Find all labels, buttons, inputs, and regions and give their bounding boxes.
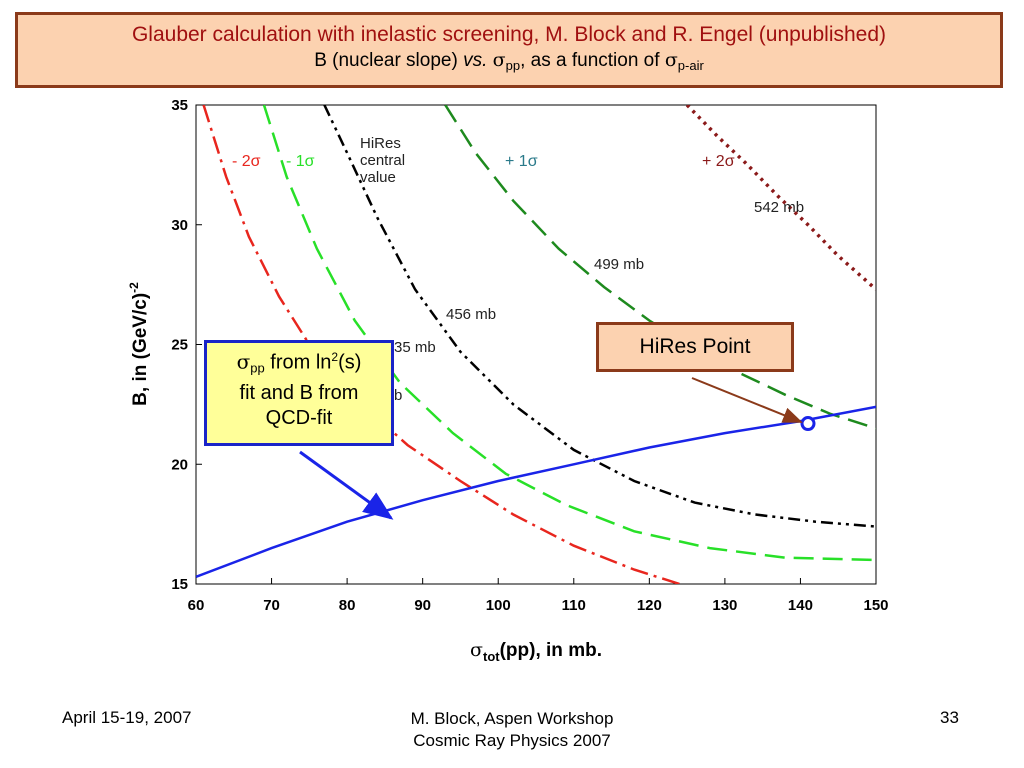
subtitle-prefix: B (nuclear slope)	[314, 50, 464, 71]
page-number: 33	[940, 708, 959, 727]
subtitle-sub-pp: pp	[505, 58, 521, 73]
fit-callout: σpp from ln2(s) fit and B from QCD-fit	[204, 340, 394, 446]
fit-text1: from ln	[264, 351, 332, 374]
fit-sub: pp	[250, 360, 265, 376]
label-partial-b: b	[394, 387, 402, 404]
footer-center: M. Block, Aspen Workshop Cosmic Ray Phys…	[362, 708, 662, 752]
slide-title: Glauber calculation with inelastic scree…	[131, 23, 887, 46]
subtitle-vs: vs.	[463, 50, 488, 71]
fit-callout-line2: fit and B from	[239, 381, 359, 404]
slide-subtitle: B (nuclear slope) vs. σpp, as a function…	[18, 49, 1000, 73]
x-tick-label: 140	[788, 597, 813, 614]
fit-arrow	[299, 450, 394, 520]
y-tick-label: 35	[171, 97, 188, 114]
x-tick-label: 120	[637, 597, 662, 614]
x-tick-label: 150	[863, 597, 888, 614]
label-499: 499 mb	[594, 256, 644, 273]
label-partial-435: 35 mb	[394, 339, 436, 356]
series-line	[196, 405, 876, 578]
x-tick-label: 130	[712, 597, 737, 614]
y-axis-label: B, in (GeV/c)-2	[127, 282, 151, 406]
series-line	[262, 105, 876, 562]
y-tick-label: 20	[171, 456, 188, 473]
series-line	[444, 105, 876, 430]
chart-frame	[195, 104, 877, 585]
hires-arrow	[691, 377, 803, 423]
footer-center-line1: M. Block, Aspen Workshop	[410, 709, 614, 728]
series-name-minus2: - 2σ	[232, 153, 261, 170]
series-name-central: HiRes central value	[360, 135, 405, 186]
y-tick-label: 25	[171, 337, 188, 354]
fit-text2: (s)	[338, 351, 362, 374]
hires-point-marker	[800, 416, 816, 432]
hires-point-callout: HiRes Point	[596, 322, 794, 372]
fit-sigma: σ	[236, 349, 251, 374]
chart-labels: 60 70 80 90 100 110 120 130 140 150 15 20 25 30 35 σtot…	[127, 97, 889, 664]
title-box: Glauber calculation with inelastic scree…	[15, 12, 1003, 88]
fit-sup: 2	[331, 350, 339, 364]
subtitle-mid: , as a function of	[520, 50, 665, 71]
subtitle-sub-pair: p-air	[677, 58, 704, 73]
x-tick-label: 110	[562, 597, 586, 614]
series-line	[685, 105, 876, 291]
fit-callout-line1: σpp from ln2(s)	[207, 345, 391, 381]
label-456: 456 mb	[446, 306, 496, 323]
x-tick-label: 90	[414, 597, 431, 614]
y-tick-label: 15	[171, 576, 188, 593]
label-542: 542 mb	[754, 199, 804, 216]
x-tick-label: 70	[263, 597, 280, 614]
x-tick-label: 60	[188, 597, 205, 614]
footer-date: April 15-19, 2007	[62, 708, 192, 727]
series-line	[323, 105, 876, 528]
subtitle-sigma: σ	[492, 49, 506, 71]
series-name-plus2: + 2σ	[702, 153, 735, 170]
chart-series	[196, 105, 876, 584]
series-name-plus1: + 1σ	[505, 153, 538, 170]
fit-callout-line3: QCD-fit	[265, 406, 333, 429]
x-tick-label: 100	[486, 597, 511, 614]
x-axis-label: σtot(pp), in mb.	[470, 639, 602, 664]
chart: 60 70 80 90 100 110 120 130 140 150 15 20 25 30 35 σtot…	[127, 97, 889, 664]
y-tick-label: 30	[171, 217, 188, 234]
series-name-minus1: - 1σ	[286, 153, 315, 170]
subtitle-sigma2: σ	[664, 49, 678, 71]
x-tick-label: 80	[339, 597, 356, 614]
footer-center-line2: Cosmic Ray Physics 2007	[413, 731, 611, 750]
